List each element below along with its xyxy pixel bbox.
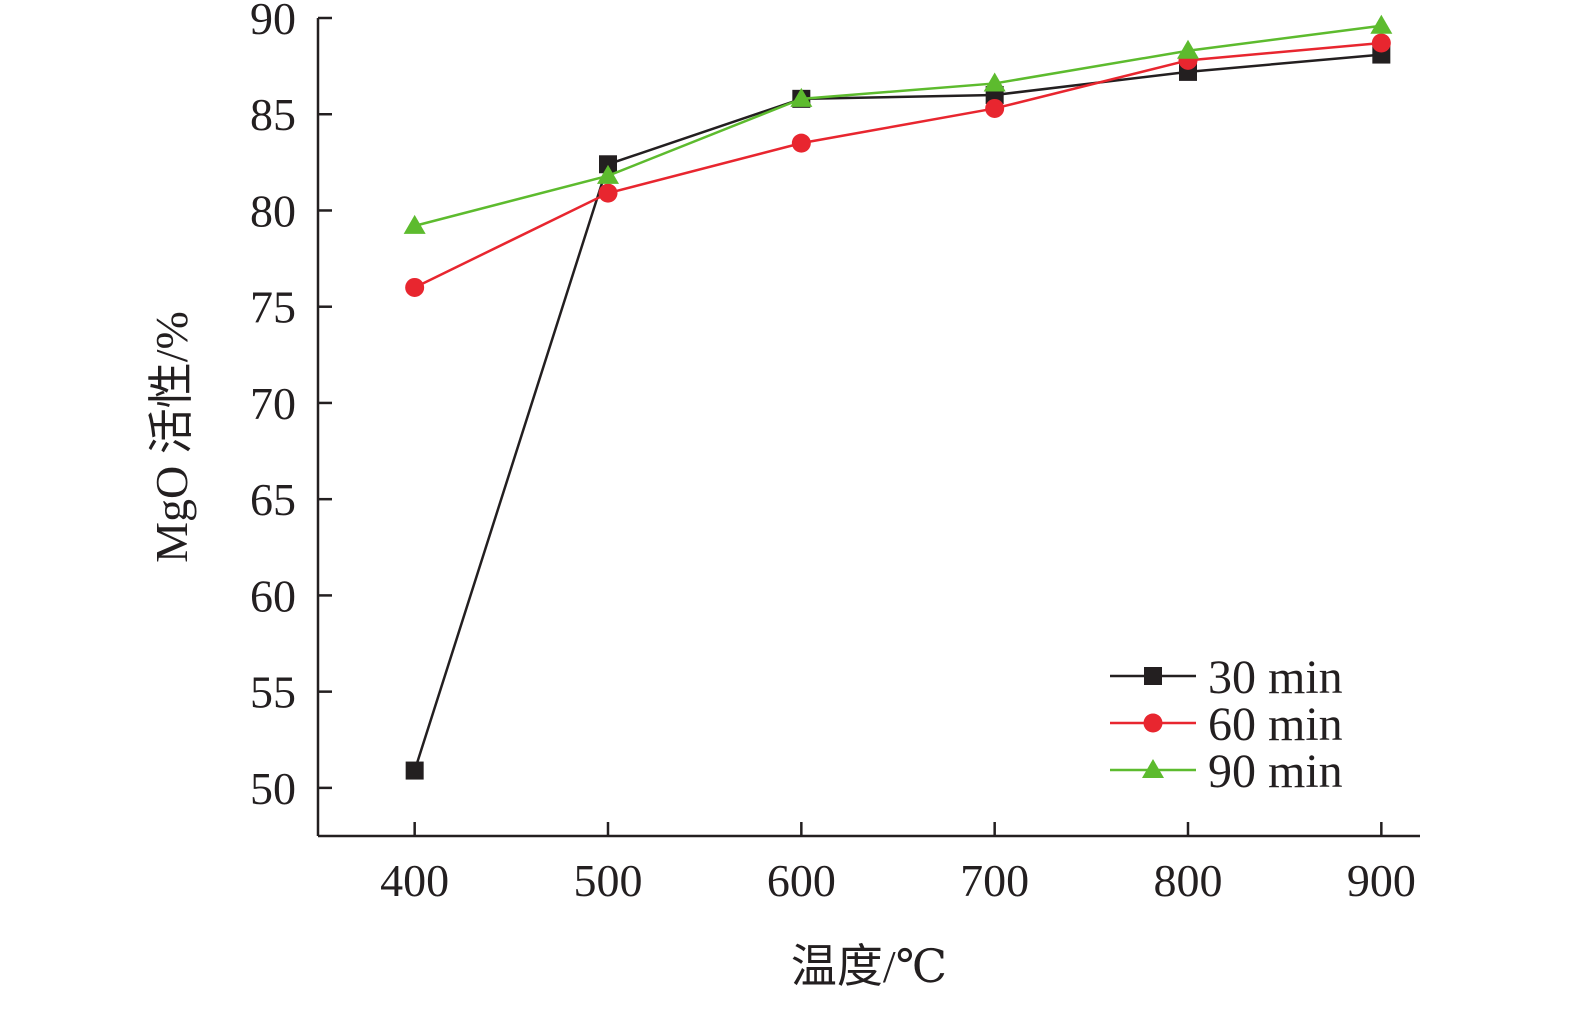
series-line-90-min: [414, 24, 1382, 228]
series-layer: [403, 14, 1393, 780]
data-point-30-min: [405, 761, 424, 780]
series-90-min: [403, 14, 1393, 234]
y-axis-title: MgO 活性/%: [146, 311, 197, 563]
x-tick-label: 500: [574, 855, 643, 906]
x-ticks: 400 500 600 700 800 900: [380, 822, 1416, 906]
legend-marker: [1144, 667, 1162, 685]
series-60-min: [405, 33, 1391, 297]
data-point-60-min: [405, 277, 425, 297]
y-tick-label: 90: [250, 0, 296, 44]
x-tick-label: 700: [960, 855, 1029, 906]
legend-item-60-min: 60 min: [1110, 698, 1343, 751]
y-tick-label: 65: [250, 474, 296, 525]
x-tick-label: 600: [767, 855, 836, 906]
legend-label: 30 min: [1208, 651, 1343, 704]
data-point-30-min: [599, 155, 617, 174]
data-point-90-min: [403, 214, 426, 234]
legend-marker: [1142, 759, 1164, 778]
data-point-60-min: [985, 98, 1005, 118]
legend-label: 60 min: [1208, 698, 1343, 751]
data-point-90-min: [983, 72, 1006, 92]
data-point-90-min: [597, 164, 619, 184]
x-tick-label: 800: [1154, 855, 1223, 906]
y-tick-label: 50: [250, 763, 296, 814]
data-point-90-min: [1370, 14, 1393, 34]
y-ticks: 50 55 60 65 70 75 80 85 90: [250, 0, 332, 814]
y-tick-label: 75: [250, 282, 296, 333]
y-tick-label: 85: [250, 89, 296, 140]
legend-marker: [1143, 713, 1163, 733]
legend-label: 90 min: [1208, 745, 1343, 798]
x-axis-title: 温度/℃: [791, 941, 947, 992]
legend-item-30-min: 30 min: [1110, 651, 1343, 704]
data-point-60-min: [1371, 33, 1391, 53]
data-point-60-min: [791, 133, 811, 153]
y-tick-label: 55: [250, 667, 296, 718]
legend-item-90-min: 90 min: [1110, 745, 1343, 798]
series-line-30-min: [413, 53, 1382, 771]
data-point-60-min: [598, 183, 618, 203]
data-point-90-min: [790, 87, 813, 107]
y-tick-label: 70: [250, 378, 296, 429]
series-line-60-min: [414, 41, 1382, 289]
x-tick-label: 900: [1347, 855, 1416, 906]
x-tick-label: 400: [380, 855, 449, 906]
data-point-90-min: [1177, 39, 1199, 59]
y-tick-label: 60: [250, 570, 296, 621]
axes: [316, 18, 1420, 838]
y-tick-label: 80: [250, 185, 296, 236]
